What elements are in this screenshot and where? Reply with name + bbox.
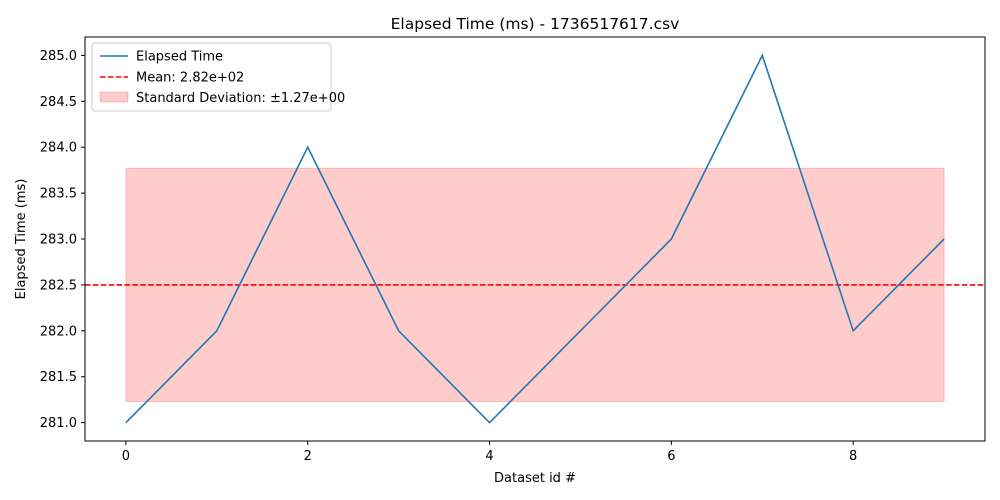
- y-tick-label-8: 285.0: [40, 49, 77, 64]
- legend: Elapsed Time Mean: 2.82e+02 Standard Dev…: [91, 42, 345, 112]
- x-tick-label-3: 6: [667, 449, 675, 464]
- y-tick-label-2: 282.0: [40, 324, 77, 339]
- series-line-0: [125, 53, 945, 424]
- legend-box: [91, 42, 332, 112]
- y-tick-label-4: 283.0: [40, 233, 77, 248]
- y-axis-ticks: 281.0 281.5 282.0 282.5 283.0 283.5 284.0 284.5…: [40, 49, 85, 431]
- x-axis-ticks: 0 2 4 6 8: [122, 441, 857, 464]
- plot-area: [85, 53, 985, 424]
- y-tick-label-0: 281.0: [40, 416, 77, 431]
- legend-swatch-std: [99, 91, 129, 103]
- chart-title: Elapsed Time (ms) - 1736517617.csv: [391, 15, 680, 33]
- y-tick-label-1: 281.5: [40, 370, 77, 385]
- x-tick-label-0: 0: [122, 449, 130, 464]
- x-tick-label-2: 4: [485, 449, 493, 464]
- legend-label-mean: Mean: 2.82e+02: [136, 71, 244, 86]
- y-tick-label-3: 282.5: [40, 278, 77, 293]
- y-tick-label-5: 283.5: [40, 187, 77, 202]
- legend-label-std: Standard Deviation: ±1.27e+00: [136, 91, 345, 106]
- y-tick-label-6: 284.0: [40, 141, 77, 156]
- x-tick-label-4: 8: [849, 449, 857, 464]
- x-tick-label-1: 2: [304, 449, 312, 464]
- y-tick-label-7: 284.5: [40, 95, 77, 110]
- y-axis-label: Elapsed Time (ms): [14, 179, 29, 300]
- legend-label-elapsed-time: Elapsed Time: [136, 50, 223, 65]
- axes-frame: [84, 36, 986, 442]
- x-axis-label: Dataset id #: [494, 471, 576, 486]
